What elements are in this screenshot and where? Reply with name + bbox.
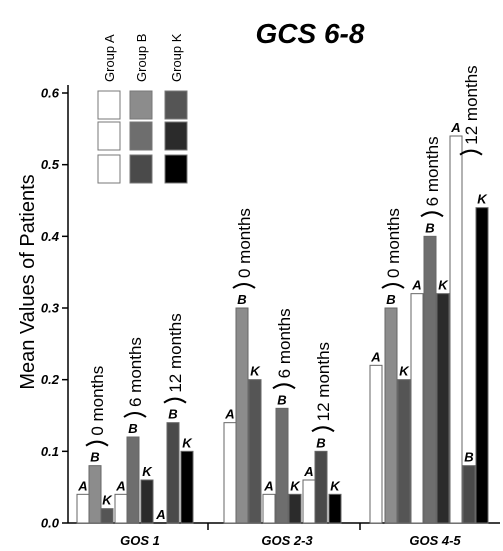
chart-title: GCS 6-8 bbox=[256, 18, 365, 49]
bar bbox=[410, 293, 424, 524]
bar-label: A bbox=[303, 464, 313, 479]
x-category-label: GOS 4-5 bbox=[409, 533, 461, 548]
time-label: 0 months bbox=[88, 366, 107, 436]
bar bbox=[180, 450, 194, 524]
bar-label: K bbox=[290, 478, 301, 493]
bar bbox=[126, 436, 140, 524]
time-label: 12 months bbox=[166, 313, 185, 392]
bar-label: A bbox=[450, 120, 460, 135]
bar-label: B bbox=[316, 435, 325, 450]
y-tick-label: 0.1 bbox=[41, 444, 59, 459]
bar bbox=[314, 450, 328, 524]
bar-label: B bbox=[386, 292, 395, 307]
bar bbox=[462, 465, 476, 524]
time-label: 6 months bbox=[126, 337, 145, 407]
y-tick-label: 0.4 bbox=[41, 229, 60, 244]
legend-label: Group K bbox=[169, 33, 184, 82]
y-tick-label: 0.2 bbox=[41, 372, 60, 387]
bar-label: A bbox=[224, 407, 234, 422]
bar bbox=[166, 422, 180, 524]
bar bbox=[223, 422, 237, 524]
bar-label: A bbox=[155, 507, 165, 522]
legend: Group A Group B Group K bbox=[97, 33, 188, 184]
bar bbox=[248, 379, 262, 524]
legend-swatch bbox=[129, 154, 153, 184]
bar bbox=[275, 407, 289, 524]
bar-label: B bbox=[425, 220, 434, 235]
legend-swatch bbox=[129, 121, 153, 151]
brace bbox=[311, 426, 335, 433]
bar-label: A bbox=[77, 478, 87, 493]
legend-swatch bbox=[97, 90, 121, 120]
legend-swatch bbox=[164, 121, 188, 151]
time-label: 0 months bbox=[235, 208, 254, 278]
bar-label: K bbox=[477, 192, 488, 207]
bar bbox=[369, 364, 383, 524]
bar-label: B bbox=[277, 392, 286, 407]
brace bbox=[163, 397, 187, 404]
legend-label: Group B bbox=[134, 34, 149, 82]
time-label: 12 months bbox=[462, 65, 481, 144]
bar-label: B bbox=[237, 292, 246, 307]
bar-label: B bbox=[464, 450, 473, 465]
brace bbox=[232, 283, 256, 289]
legend-swatch bbox=[164, 154, 188, 184]
bar-label: A bbox=[411, 278, 421, 293]
bar bbox=[235, 307, 249, 524]
brace bbox=[123, 412, 147, 418]
y-axis-label: Mean Values of Patients bbox=[17, 174, 39, 389]
bar-label: K bbox=[438, 278, 449, 293]
bar bbox=[423, 235, 437, 524]
bar bbox=[88, 465, 102, 524]
bar-label: A bbox=[370, 349, 380, 364]
x-category-label: GOS 2-3 bbox=[261, 533, 313, 548]
legend-swatch bbox=[97, 154, 121, 184]
y-tick-label: 0.5 bbox=[41, 157, 60, 172]
brace bbox=[420, 211, 444, 218]
bar bbox=[328, 493, 342, 524]
legend-swatch bbox=[164, 90, 188, 120]
legend-swatch bbox=[129, 90, 153, 120]
bar bbox=[140, 479, 154, 524]
bar-label: A bbox=[115, 478, 125, 493]
y-tick-label: 0.0 bbox=[41, 516, 60, 531]
x-category-label: GOS 1 bbox=[120, 533, 160, 548]
bar bbox=[262, 493, 276, 524]
time-label: 0 months bbox=[384, 208, 403, 278]
bar bbox=[288, 493, 302, 524]
bar bbox=[384, 307, 398, 524]
y-tick-label: 0.6 bbox=[41, 86, 60, 101]
bar bbox=[76, 493, 90, 524]
bar bbox=[397, 379, 411, 524]
bar-label: K bbox=[330, 478, 341, 493]
time-label: 6 months bbox=[423, 136, 442, 206]
bar-label: K bbox=[142, 464, 153, 479]
y-tick-label: 0.3 bbox=[41, 301, 60, 316]
bar-label: K bbox=[182, 435, 193, 450]
bar bbox=[100, 508, 114, 524]
legend-swatch bbox=[97, 121, 121, 151]
brace bbox=[459, 149, 483, 156]
bar bbox=[302, 479, 316, 524]
time-label: 6 months bbox=[275, 308, 294, 378]
bar bbox=[475, 207, 489, 524]
axes: 0.0 0.1 0.2 0.3 0.4 0.5 0.6 GOS 1 GOS 2-3 GOS 4-5 bbox=[41, 85, 500, 548]
time-label: 12 months bbox=[314, 342, 333, 421]
bar bbox=[449, 135, 463, 524]
bar-label: K bbox=[102, 493, 113, 508]
bar-label: A bbox=[263, 478, 273, 493]
legend-label: Group A bbox=[102, 34, 117, 82]
bar bbox=[436, 293, 450, 524]
brace bbox=[85, 440, 109, 447]
bar-label: B bbox=[128, 421, 137, 436]
bar-label: K bbox=[250, 364, 261, 379]
brace bbox=[272, 383, 296, 390]
brace bbox=[381, 283, 405, 289]
bar bbox=[114, 493, 128, 524]
bar-label: B bbox=[168, 407, 177, 422]
bar-label: B bbox=[90, 450, 99, 465]
bar-label: K bbox=[399, 364, 410, 379]
